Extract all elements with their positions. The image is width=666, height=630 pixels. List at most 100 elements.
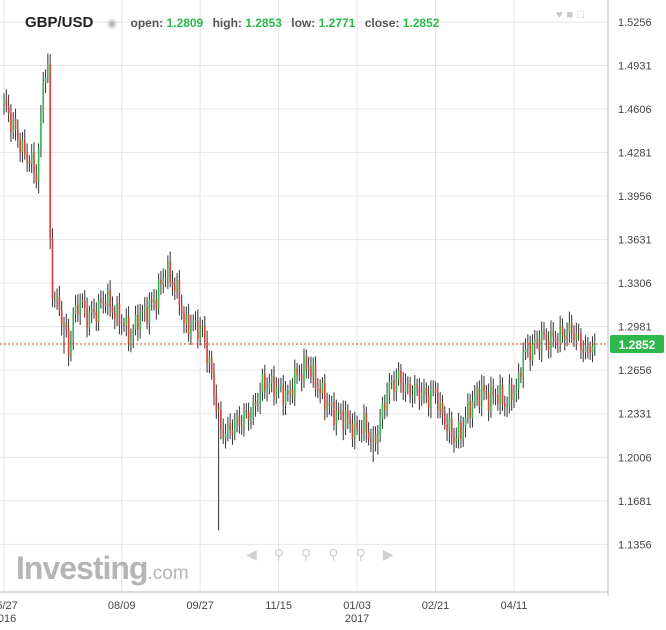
candle-body <box>93 309 95 312</box>
candle-body <box>139 312 141 331</box>
candle <box>467 393 469 424</box>
last-price-label: 1.2852 <box>619 338 656 352</box>
candle <box>187 303 190 342</box>
candle <box>464 406 467 438</box>
candle-body <box>557 342 559 344</box>
low-label: low: <box>291 16 316 30</box>
candle <box>53 291 56 308</box>
candle <box>247 402 250 431</box>
candle <box>206 330 208 373</box>
candle <box>5 89 8 113</box>
candle-body <box>270 375 273 383</box>
candle-body <box>538 338 541 352</box>
candle <box>506 396 508 418</box>
candle <box>333 392 335 431</box>
candle-body <box>116 303 118 319</box>
candle-body <box>208 358 211 364</box>
candle-body <box>169 261 171 282</box>
candle-body <box>527 342 529 350</box>
candle <box>60 300 63 336</box>
settings-icon[interactable]: ■ <box>566 9 578 21</box>
candle <box>42 71 45 124</box>
eye-icon[interactable]: ◉ <box>106 16 118 30</box>
heart-icon[interactable]: ♥ <box>556 9 567 21</box>
scroll-right-icon[interactable]: ▶ <box>382 546 411 562</box>
candle-body <box>506 407 508 409</box>
candle-body <box>263 374 266 391</box>
candle-body <box>79 301 81 315</box>
candle <box>287 384 289 402</box>
candle-body <box>187 314 190 335</box>
y-tick-label: 1.3631 <box>618 235 652 247</box>
candle <box>47 53 49 84</box>
candle <box>490 376 492 418</box>
candle <box>582 340 585 363</box>
candle-body <box>335 410 338 425</box>
candle-body <box>487 392 490 411</box>
candle <box>70 330 72 362</box>
candle-body <box>33 152 35 174</box>
candle <box>164 269 167 288</box>
logo-suffix: .com <box>147 563 189 584</box>
candle <box>245 403 248 419</box>
candle-body <box>273 375 275 397</box>
candle-body <box>423 387 425 393</box>
candle-body <box>300 374 303 381</box>
candle <box>443 406 446 430</box>
candle-body <box>266 388 268 391</box>
candle-body <box>467 401 469 418</box>
candle-body <box>390 380 393 383</box>
candle-body <box>180 304 183 314</box>
candle-body <box>460 421 462 440</box>
candle <box>314 356 317 397</box>
zoom-fit-icon[interactable]: ⚲ <box>328 546 356 562</box>
candle <box>56 288 58 310</box>
candle <box>494 388 497 406</box>
candle-body <box>220 409 222 430</box>
candle <box>393 371 395 402</box>
zoom-in-icon[interactable]: ⚲ <box>273 546 302 562</box>
reset-icon[interactable]: ⚲ <box>355 546 383 562</box>
candle-body <box>492 387 495 395</box>
high-label: high: <box>212 16 242 30</box>
candle <box>81 293 84 308</box>
candle-body <box>252 401 255 417</box>
candle-body <box>23 139 26 154</box>
candle <box>365 406 368 443</box>
fullscreen-icon[interactable]: □ <box>577 9 588 21</box>
candle-body <box>522 351 525 378</box>
candle-body <box>72 313 75 340</box>
candle-body <box>298 374 301 376</box>
candle-body <box>328 403 331 406</box>
candle <box>390 375 393 390</box>
candle <box>291 378 294 404</box>
open-label: open: <box>130 16 164 30</box>
candle-body <box>26 153 28 162</box>
candle <box>190 314 192 346</box>
candle-body <box>393 380 395 392</box>
candle <box>533 329 536 355</box>
scroll-left-icon[interactable]: ◀ <box>246 546 274 562</box>
candle <box>367 422 370 446</box>
candle <box>86 297 88 338</box>
candle <box>328 394 331 415</box>
candle <box>236 409 238 433</box>
candle <box>77 294 79 323</box>
candle <box>423 378 425 404</box>
candle <box>130 328 132 353</box>
candle <box>543 322 545 341</box>
zoom-out-icon[interactable]: ⚲ <box>301 546 329 562</box>
candle <box>282 374 285 416</box>
candle <box>310 356 312 384</box>
candle <box>28 155 31 172</box>
candle-body <box>550 331 552 350</box>
candle <box>176 273 178 299</box>
last-price-badge <box>610 334 664 353</box>
candle <box>321 377 324 400</box>
candle-body <box>215 394 218 412</box>
candle <box>150 292 153 311</box>
candle <box>351 413 354 447</box>
y-tick-label: 1.4931 <box>618 60 652 72</box>
